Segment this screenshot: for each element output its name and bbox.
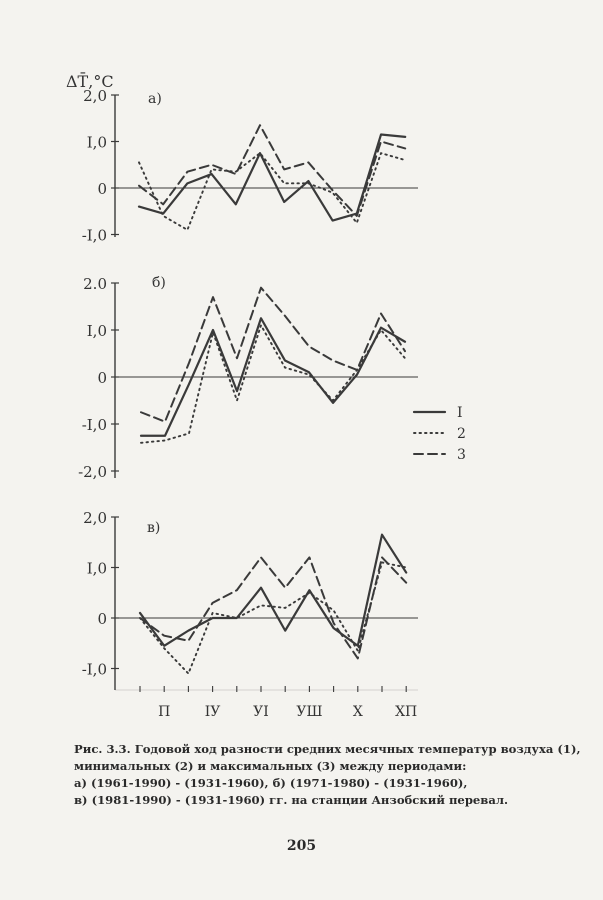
y-tick-label: -I,0 [82, 416, 107, 434]
page-number: 205 [286, 838, 317, 854]
y-tick-label: -I,0 [82, 227, 107, 245]
figure-canvas: -I,00I,02,0ΔT̄,°Cа) -2,0-I,00I,02.0 б) -I… [66, 70, 466, 720]
y-tick-label: I,0 [87, 322, 107, 340]
caption-line: а) (1961-1990) - (1931-1960), б) (1971-1… [74, 776, 468, 790]
y-tick-label: 2,0 [83, 87, 107, 105]
panel-label: а) [148, 91, 162, 107]
series-line-dashed [139, 556, 408, 660]
series-line-dashed [138, 124, 407, 217]
series-line-dotted [139, 561, 408, 675]
legend-label: 2 [457, 426, 466, 442]
chart-legend: I 2 3 [412, 405, 466, 463]
x-tick-label: Х [353, 704, 363, 720]
x-tick-label: УI [253, 704, 269, 720]
x-tick-label: П [158, 704, 170, 720]
y-tick-label: -2,0 [78, 463, 107, 481]
series-line-solid [138, 533, 408, 647]
y-tick-label: 2.0 [83, 275, 107, 293]
panel-label: б) [152, 275, 166, 291]
caption-line: в) (1981-1990) - (1931-1960) гг. на стан… [74, 793, 509, 807]
y-tick-label: I,0 [87, 560, 107, 578]
y-tick-label: 0 [97, 369, 107, 387]
legend-label: 3 [457, 447, 466, 463]
chart-panel-a: -I,0 0 I,0 2,0ΔT̄,°C а) [66, 70, 418, 245]
chart-panel-b: -2,0 -I,0 0 I,0 2.0 б) [78, 275, 418, 481]
y-tick-label: -I,0 [82, 661, 107, 679]
series-line-dashed [140, 286, 406, 423]
legend-label: I [457, 405, 463, 421]
figure-caption: Рис. 3.3. Годовой ход разности средних м… [74, 741, 581, 809]
caption-line: минимальных (2) и максимальных (3) между… [74, 759, 467, 773]
x-tick-label: УШ [296, 704, 322, 720]
series-line-dotted [140, 324, 406, 444]
x-tick-label: ХП [395, 704, 417, 720]
chart-panel-c: -I,0 0 I,0 2,0 П IУ УI УШ Х ХП в) [82, 509, 418, 720]
y-tick-label: 0 [97, 610, 107, 628]
x-tick-label: IУ [205, 704, 221, 720]
series-line-solid [139, 317, 407, 437]
y-tick-label: 0 [97, 180, 107, 198]
y-tick-label: I,0 [87, 134, 107, 152]
panel-label: в) [147, 520, 160, 536]
y-axis-label: ΔT̄,°C [66, 70, 114, 91]
caption-line: Рис. 3.3. Годовой ход разности средних м… [74, 742, 581, 756]
y-tick-label: 2,0 [83, 509, 107, 527]
series-line-dotted [138, 152, 407, 231]
